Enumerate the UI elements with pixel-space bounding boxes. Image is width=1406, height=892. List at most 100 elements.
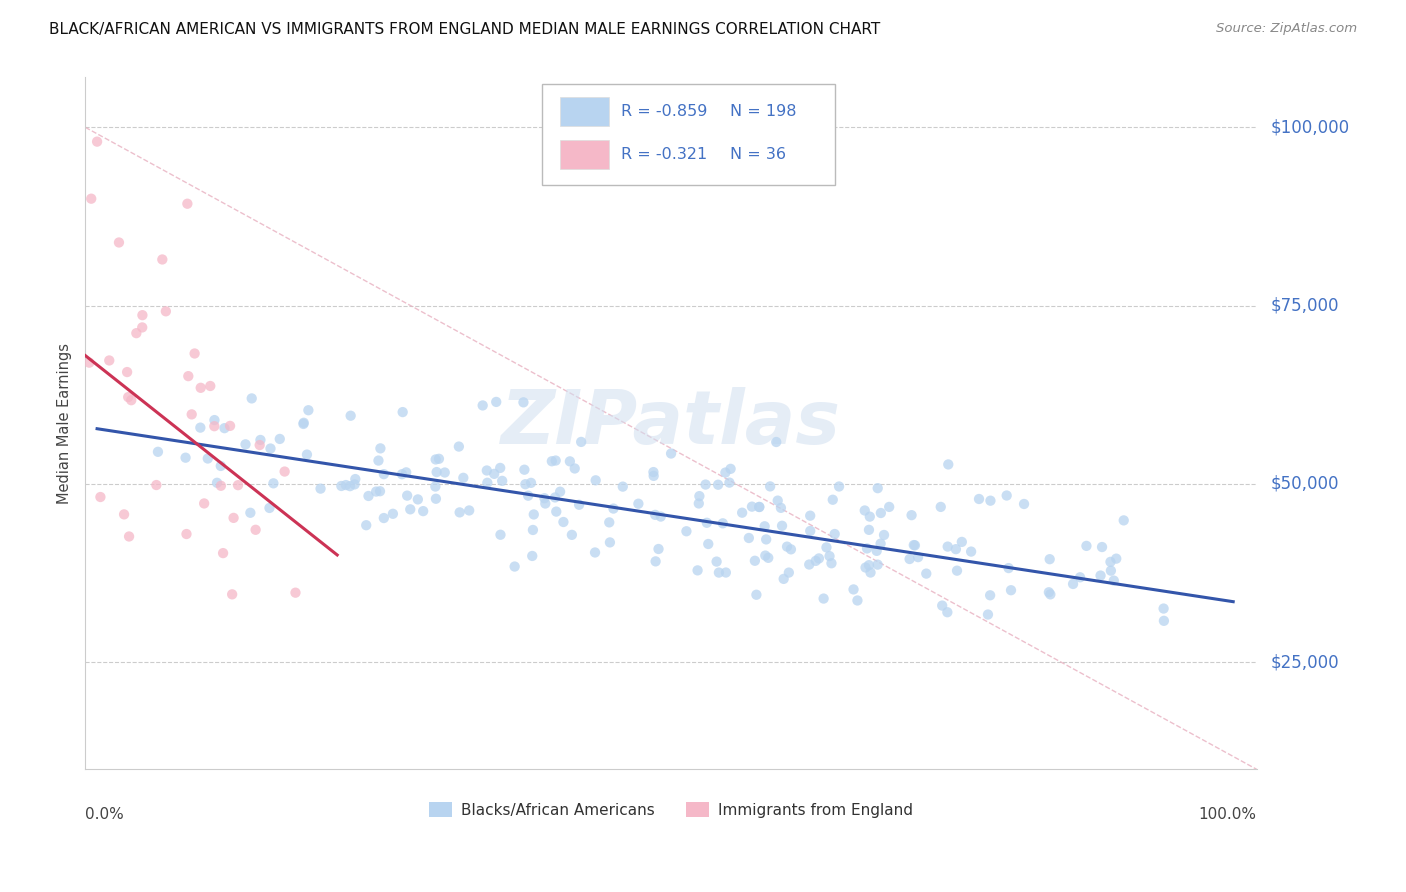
Point <box>118 529 141 543</box>
Point <box>745 588 768 602</box>
Point <box>221 587 243 601</box>
Text: ZIPatlas: ZIPatlas <box>501 387 841 460</box>
Point <box>714 466 737 480</box>
Point <box>489 461 512 475</box>
Point <box>738 531 761 545</box>
Point <box>776 540 799 554</box>
Point <box>821 492 844 507</box>
Point <box>86 135 108 149</box>
Point <box>80 192 103 206</box>
Point <box>707 477 730 491</box>
Point <box>205 475 228 490</box>
Point <box>219 418 242 433</box>
Point <box>344 472 367 486</box>
Point <box>995 489 1018 503</box>
Point <box>447 440 470 454</box>
Point <box>853 503 876 517</box>
Point <box>866 481 889 495</box>
Point <box>335 478 357 492</box>
Point <box>856 541 879 556</box>
Point <box>1038 585 1060 599</box>
Text: $75,000: $75,000 <box>1271 297 1339 315</box>
Point <box>741 500 763 514</box>
Text: N = 36: N = 36 <box>730 147 786 161</box>
Point <box>269 432 291 446</box>
Point <box>644 508 666 522</box>
Text: R = -0.859: R = -0.859 <box>620 103 707 119</box>
Point <box>818 549 841 563</box>
Point <box>859 509 882 524</box>
Point <box>688 489 710 503</box>
Point <box>748 500 770 514</box>
FancyBboxPatch shape <box>560 140 609 169</box>
Point <box>799 524 821 538</box>
Point <box>766 493 789 508</box>
Point <box>754 549 776 563</box>
Point <box>1099 564 1122 578</box>
Point <box>898 552 921 566</box>
Point <box>522 549 544 563</box>
Text: R = -0.321: R = -0.321 <box>620 147 707 161</box>
Point <box>707 566 730 580</box>
Point <box>273 465 295 479</box>
Point <box>903 538 925 552</box>
Point <box>650 509 672 524</box>
Point <box>688 496 710 510</box>
Point <box>373 511 395 525</box>
Point <box>262 476 284 491</box>
Point <box>855 560 877 574</box>
Y-axis label: Median Male Earnings: Median Male Earnings <box>58 343 72 504</box>
Point <box>569 434 592 449</box>
Point <box>946 564 969 578</box>
Point <box>813 591 835 606</box>
Point <box>259 500 281 515</box>
Point <box>931 599 953 613</box>
Point <box>357 489 380 503</box>
Point <box>339 409 361 423</box>
Point <box>756 550 779 565</box>
Point <box>373 467 395 482</box>
Point <box>1069 570 1091 584</box>
Point <box>1091 540 1114 554</box>
Point <box>873 528 896 542</box>
Point <box>979 493 1001 508</box>
Point <box>89 490 111 504</box>
Point <box>770 518 793 533</box>
Point <box>643 465 665 479</box>
FancyBboxPatch shape <box>543 85 835 185</box>
Point <box>412 504 434 518</box>
Point <box>697 537 720 551</box>
Point <box>799 558 821 572</box>
Point <box>820 556 842 570</box>
Point <box>858 523 880 537</box>
Point <box>425 452 447 467</box>
Point <box>370 442 392 456</box>
Point <box>915 566 938 581</box>
Point <box>433 466 456 480</box>
Point <box>471 399 494 413</box>
Point <box>627 497 650 511</box>
Point <box>177 369 200 384</box>
Point <box>936 458 959 472</box>
Point <box>209 479 232 493</box>
Point <box>859 566 882 580</box>
Point <box>772 572 794 586</box>
Point <box>866 558 889 572</box>
Point <box>239 506 262 520</box>
Point <box>534 496 557 510</box>
Text: 100.0%: 100.0% <box>1199 807 1257 822</box>
Point <box>395 466 418 480</box>
FancyBboxPatch shape <box>560 97 609 126</box>
Point <box>190 381 212 395</box>
Point <box>522 523 544 537</box>
Point <box>799 508 821 523</box>
Text: $100,000: $100,000 <box>1271 119 1350 136</box>
Point <box>180 408 202 422</box>
Point <box>295 448 318 462</box>
Point <box>755 533 778 547</box>
Point <box>209 458 232 473</box>
Point <box>936 540 959 554</box>
Point <box>979 588 1001 602</box>
Text: BLACK/AFRICAN AMERICAN VS IMMIGRANTS FROM ENGLAND MEDIAN MALE EARNINGS CORRELATI: BLACK/AFRICAN AMERICAN VS IMMIGRANTS FRO… <box>49 22 880 37</box>
Point <box>381 507 404 521</box>
